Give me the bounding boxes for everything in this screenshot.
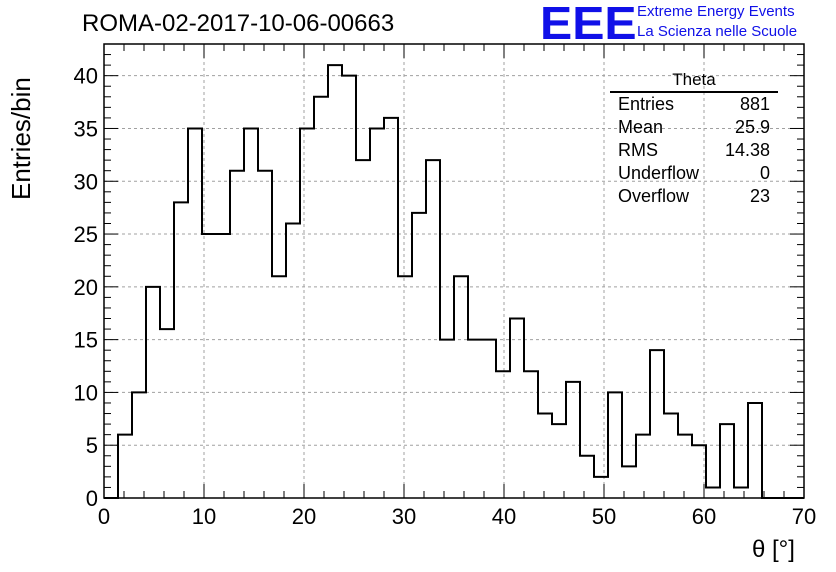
histogram-bin	[426, 160, 440, 498]
histogram-bin	[188, 128, 202, 498]
y-tick-label: 40	[74, 64, 98, 89]
logo-caption: Extreme Energy Events La Scienza nelle S…	[637, 2, 797, 42]
histogram-bin	[216, 234, 230, 498]
histogram-bin	[300, 128, 314, 498]
logo-caption-line2: La Scienza nelle Scuole	[637, 23, 798, 40]
x-tick-label: 70	[792, 504, 816, 529]
histogram-bin	[734, 487, 748, 498]
y-tick-label: 10	[74, 380, 98, 405]
histogram-bin	[706, 487, 720, 498]
y-tick-label: 0	[86, 486, 98, 511]
histogram-bin	[174, 202, 188, 498]
chart-title: ROMA-02-2017-10-06-00663	[82, 10, 395, 37]
stats-value: 881	[739, 94, 770, 114]
x-axis-label: θ [°]	[752, 536, 795, 563]
histogram-outline	[104, 64, 804, 499]
stats-value: 25.9	[734, 117, 770, 137]
stats-label: RMS	[618, 140, 658, 160]
stats-row-underflow: Underflow 0	[610, 162, 778, 185]
histogram-bin	[482, 340, 496, 498]
stats-box: Theta Entries 881 Mean 25.9 RMS 14.38 Un…	[610, 70, 778, 208]
stats-label: Mean	[618, 117, 664, 137]
histogram-bin	[510, 319, 524, 498]
plot-frame	[103, 43, 805, 499]
stats-row-overflow: Overflow 23	[610, 185, 778, 208]
histogram-bin	[636, 435, 650, 498]
stats-row-mean: Mean 25.9	[610, 116, 778, 139]
histogram-bin	[398, 276, 412, 498]
stats-label: Entries	[618, 94, 675, 114]
histogram-bin	[412, 213, 426, 498]
y-tick-label: 25	[74, 222, 98, 247]
histogram-bin	[566, 382, 580, 498]
eee-logo: EEE	[540, 0, 637, 49]
x-tick-label: 60	[692, 504, 716, 529]
y-tick-label: 30	[74, 169, 98, 194]
stats-row-rms: RMS 14.38	[610, 139, 778, 162]
stats-label: Underflow	[618, 163, 700, 183]
histogram-bin	[230, 171, 244, 498]
histogram-bin	[384, 118, 398, 498]
stats-label: Overflow	[618, 186, 690, 206]
histogram-bin	[356, 160, 370, 498]
y-tick-label: 5	[86, 433, 98, 458]
x-tick-label: 40	[492, 504, 516, 529]
y-tick-label: 35	[74, 116, 98, 141]
histogram-bin	[748, 403, 762, 498]
histogram-bin	[496, 371, 510, 498]
histogram-bin	[454, 276, 468, 498]
histogram-bin	[258, 171, 272, 498]
histogram-bin	[538, 414, 552, 498]
histogram-bin	[370, 128, 384, 498]
histogram-bin	[468, 340, 482, 498]
stats-value: 23	[749, 186, 770, 206]
histogram-bin	[440, 340, 454, 498]
stats-row-entries: Entries 881	[610, 93, 778, 116]
histogram-bin	[552, 424, 566, 498]
histogram-bin	[678, 435, 692, 498]
histogram-bin	[160, 329, 174, 498]
stats-title: Theta	[610, 70, 778, 93]
stats-value: 14.38	[724, 140, 770, 160]
histogram-bin	[664, 414, 678, 498]
x-tick-label: 10	[192, 504, 216, 529]
y-axis-label: Entries/bin	[6, 77, 36, 200]
histogram-bin	[328, 65, 342, 498]
histogram-bin	[118, 435, 132, 498]
histogram-bin	[286, 223, 300, 498]
histogram-bin	[244, 128, 258, 498]
y-tick-label: 15	[74, 328, 98, 353]
x-tick-label: 0	[98, 504, 110, 529]
x-tick-label: 20	[292, 504, 316, 529]
y-tick-label: 20	[74, 275, 98, 300]
histogram-bin	[314, 97, 328, 498]
histogram-bin	[272, 276, 286, 498]
histogram-bin	[720, 424, 734, 498]
x-tick-label: 30	[392, 504, 416, 529]
histogram-bin	[594, 477, 608, 498]
logo-caption-line1: Extreme Energy Events	[637, 3, 795, 20]
x-tick-label: 50	[592, 504, 616, 529]
histogram-bin	[650, 350, 664, 498]
histogram-bin	[524, 371, 538, 498]
stats-value: 0	[759, 163, 770, 183]
histogram-bin	[580, 456, 594, 498]
